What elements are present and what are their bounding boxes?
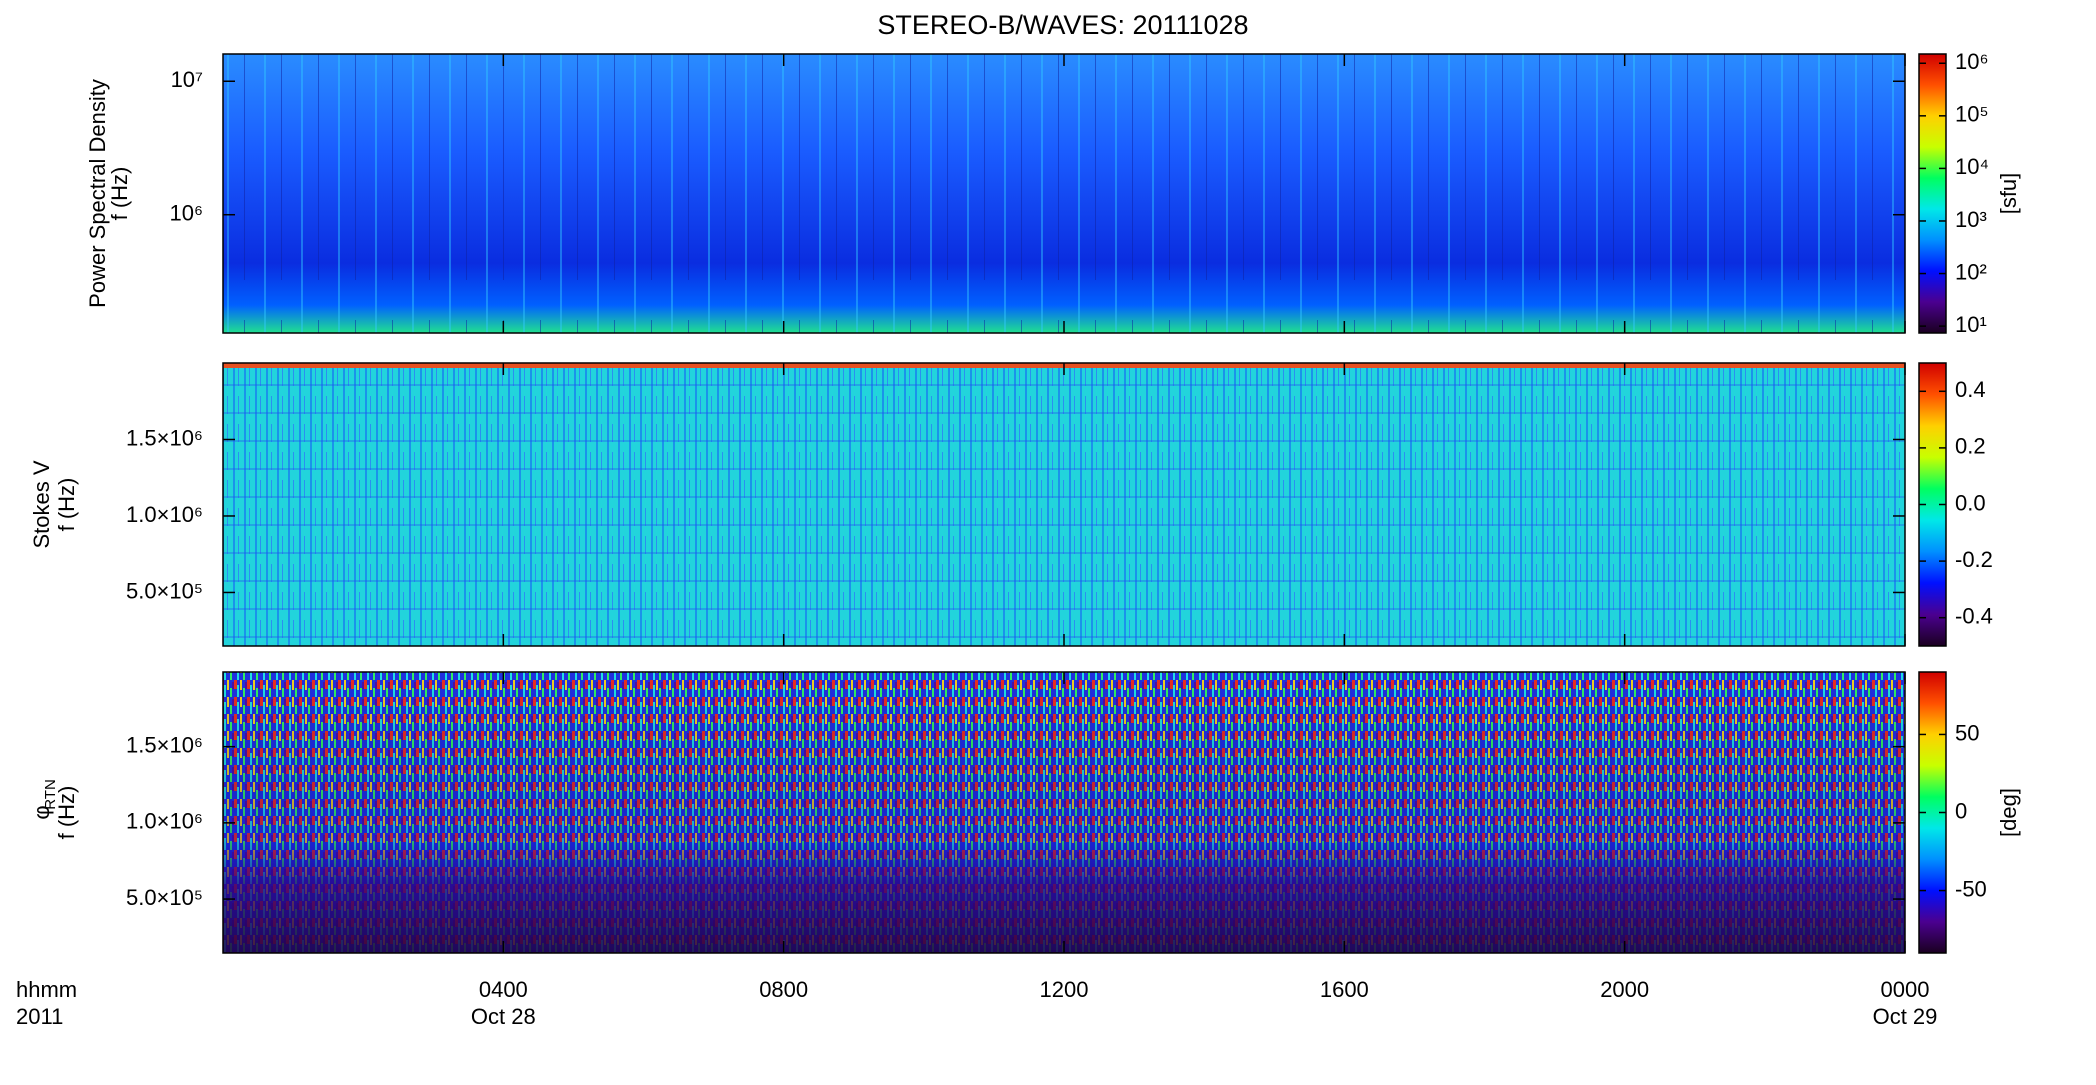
y-axis-label-subscript: RTN — [42, 779, 59, 810]
y-tick-label: 5.0×10⁵ — [126, 578, 203, 603]
x-date-label: Oct 28 — [471, 1004, 536, 1029]
y-axis-label: f (Hz) — [54, 478, 79, 532]
x-tick-label: 0000 — [1881, 977, 1930, 1002]
y-tick-label: 5.0×10⁵ — [126, 885, 203, 910]
colorbar-tick-label: 10¹ — [1955, 312, 1987, 337]
colorbar-tick-label: 10⁶ — [1955, 49, 1989, 74]
x-units-label: 2011 — [16, 1004, 63, 1029]
y-axis-label: f (Hz) — [54, 786, 79, 840]
y-tick-label: 1.0×10⁶ — [126, 809, 203, 834]
x-tick-label: 1200 — [1040, 977, 1089, 1002]
x-date-label: Oct 29 — [1873, 1004, 1938, 1029]
colorbar-label: [deg] — [1996, 788, 2021, 837]
colorbar-tick-label: 10² — [1955, 259, 1987, 284]
colorbar-tick-label: -0.4 — [1955, 604, 1993, 629]
spectrogram-texture — [223, 54, 1905, 333]
y-axis-label: Power Spectral Density — [85, 79, 110, 308]
y-tick-label: 10⁷ — [171, 67, 203, 92]
colorbar-tick-label: -50 — [1955, 876, 1987, 901]
colorbar-tick-label: 10⁵ — [1955, 102, 1989, 127]
y-axis-label: Stokes V — [29, 460, 54, 548]
colorbar-tick-label: 50 — [1955, 720, 1979, 745]
x-tick-label: 1600 — [1320, 977, 1369, 1002]
x-tick-label: 0400 — [479, 977, 528, 1002]
colorbar-label: [sfu] — [1996, 173, 2021, 215]
colorbar — [1918, 53, 1947, 334]
y-axis-label: f (Hz) — [107, 167, 132, 221]
colorbar-tick-label: 0 — [1955, 798, 1967, 823]
y-axis-label: φ — [29, 805, 54, 819]
colorbar-tick-label: 10⁴ — [1955, 154, 1989, 179]
y-tick-label: 1.5×10⁶ — [126, 425, 203, 450]
y-tick-label: 1.0×10⁶ — [126, 502, 203, 527]
spectrogram-image — [223, 363, 1905, 646]
colorbar-tick-label: 0.2 — [1955, 434, 1986, 459]
x-units-label: hhmm — [16, 977, 77, 1002]
spectrogram-shade — [223, 672, 1905, 953]
colorbar-tick-label: 0.4 — [1955, 377, 1986, 402]
x-tick-label: 0800 — [759, 977, 808, 1002]
colorbar-tick-label: -0.2 — [1955, 547, 1993, 572]
colorbar-tick-label: 10³ — [1955, 207, 1987, 232]
y-tick-label: 1.5×10⁶ — [126, 732, 203, 757]
chart-title: STEREO-B/WAVES: 20111028 — [877, 10, 1248, 40]
colorbar-tick-label: 0.0 — [1955, 490, 1986, 515]
y-tick-label: 10⁶ — [169, 201, 203, 226]
x-tick-label: 2000 — [1600, 977, 1649, 1002]
